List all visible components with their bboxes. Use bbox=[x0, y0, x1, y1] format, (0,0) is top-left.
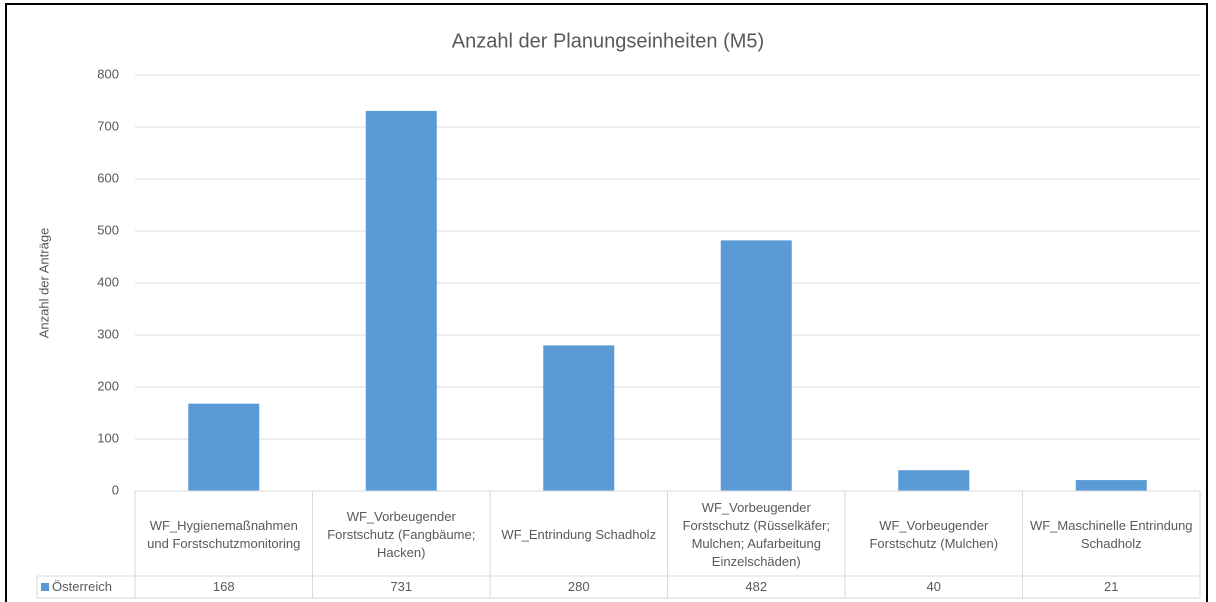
bar bbox=[543, 345, 615, 491]
table-value: 280 bbox=[567, 579, 590, 594]
bar bbox=[188, 403, 260, 491]
y-tick-label: 0 bbox=[112, 482, 119, 497]
y-tick-label: 300 bbox=[97, 326, 119, 341]
chart-border bbox=[5, 3, 1208, 602]
x-tick-label: WF_Vorbeugender Forstschutz (Rüsselkäfer… bbox=[682, 499, 830, 569]
y-tick-label: 100 bbox=[97, 430, 119, 445]
chart-title: Anzahl der Planungseinheiten (M5) bbox=[452, 30, 764, 52]
table-value: 482 bbox=[745, 579, 768, 594]
x-tick-label: WF_Vorbeugender Forstschutz (Mulchen) bbox=[869, 517, 999, 551]
table-value: 168 bbox=[212, 579, 235, 594]
bar bbox=[365, 110, 437, 491]
table-value: 731 bbox=[390, 579, 413, 594]
legend-entry: Österreich bbox=[37, 576, 135, 598]
y-tick-label: 200 bbox=[97, 378, 119, 393]
y-axis-label: Anzahl der Anträge bbox=[36, 228, 51, 339]
bar bbox=[1075, 480, 1147, 491]
y-tick-label: 700 bbox=[97, 118, 119, 133]
x-tick-label: WF_Hygienemaßnahmen und Forstschutzmonit… bbox=[147, 517, 301, 551]
bar bbox=[898, 470, 970, 491]
x-tick-label: WF_Entrindung Schadholz bbox=[501, 526, 657, 542]
y-tick-label: 500 bbox=[97, 222, 119, 237]
table-value: 40 bbox=[926, 579, 941, 594]
y-tick-label: 800 bbox=[97, 66, 119, 81]
legend-label: Österreich bbox=[52, 579, 112, 594]
x-tick-label: WF_Vorbeugender Forstschutz (Fangbäume; … bbox=[327, 508, 476, 560]
legend-key bbox=[41, 583, 49, 591]
bar bbox=[720, 240, 792, 491]
y-tick-label: 600 bbox=[97, 170, 119, 185]
x-tick-label: WF_Maschinelle Entrindung Schadholz bbox=[1029, 517, 1193, 551]
y-tick-label: 400 bbox=[97, 274, 119, 289]
table-value: 21 bbox=[1104, 579, 1119, 594]
